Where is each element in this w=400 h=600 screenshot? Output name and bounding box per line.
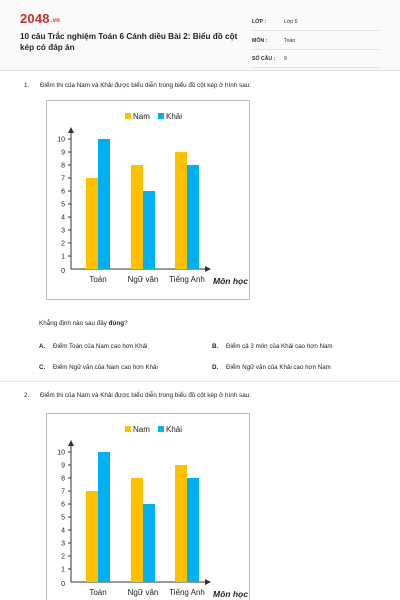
bar-khải <box>98 452 110 582</box>
bar-nam <box>175 465 187 582</box>
divider <box>0 381 400 382</box>
site-logo[interactable]: 2048.vn <box>20 11 60 26</box>
x-tick-label: Toán <box>89 275 106 284</box>
legend-swatch <box>158 426 164 432</box>
page-title: 10 câu Trắc nghiệm Toán 6 Cánh diều Bài … <box>20 32 238 52</box>
question-text: Điểm thi của Nam và Khải được biểu diễn … <box>40 82 251 89</box>
y-tick-label: 9 <box>61 150 65 157</box>
chart-legend: Nam Khải <box>125 425 182 434</box>
option-letter: B. <box>212 343 219 350</box>
x-axis-label: Môn học <box>213 589 248 599</box>
meta-value: Lớp 6 <box>284 19 298 25</box>
logo-text: 2048 <box>20 11 50 26</box>
y-tick-label: 5 <box>61 202 65 209</box>
y-tick-label: 7 <box>61 176 65 183</box>
y-tick-label: 7 <box>61 489 65 496</box>
bar-khải <box>98 139 110 269</box>
question-1-prompt: 1. Điểm thi của Nam và Khải được biểu diễ… <box>24 82 251 89</box>
bar-khải <box>187 165 199 269</box>
option-letter: A. <box>39 343 46 350</box>
x-tick-label: Ngữ văn <box>128 275 159 284</box>
bar-nam <box>86 491 98 582</box>
y-tick-label: 4 <box>61 215 65 222</box>
y-tick-label: 0 <box>61 268 65 275</box>
y-tick-label: 6 <box>61 189 65 196</box>
y-tick-label: 10 <box>57 137 65 144</box>
y-tick-label: 0 <box>61 581 65 588</box>
x-tick-label: Toán <box>89 588 106 597</box>
question-1-instruction: Khẳng định nào sau đây đúng? <box>39 320 128 327</box>
y-tick-label: 9 <box>61 463 65 470</box>
x-axis-label: Môn học <box>213 276 248 286</box>
x-tick-label: Tiếng Anh <box>169 275 205 284</box>
chart-legend: Nam Khải <box>125 112 182 121</box>
meta-label: SỐ CÂU : <box>252 56 276 62</box>
meta-label: MÔN : <box>252 37 268 44</box>
y-axis-arrow <box>68 440 74 446</box>
x-tick-label: Tiếng Anh <box>169 588 205 597</box>
question-number: 2. <box>24 392 30 399</box>
legend-label: Khải <box>166 112 182 121</box>
legend-swatch <box>158 113 164 119</box>
x-axis-arrow <box>205 579 211 585</box>
legend-swatch <box>125 113 131 119</box>
option-d[interactable]: D. Điểm Ngữ văn của Khải cao hơn Nam <box>212 364 331 371</box>
instruction-emphasis: đúng <box>108 320 125 327</box>
meta-table: LỚP : Lớp 6 MÔN : Toán SỐ CÂU : 9 <box>252 14 380 70</box>
option-text: Điểm cả 3 môn của Khải cao hơn Nam <box>226 343 333 350</box>
y-tick-label: 8 <box>61 476 65 483</box>
option-text: Điểm Ngữ văn của Nam cao hơn Khải <box>53 364 158 371</box>
y-tick-label: 2 <box>61 554 65 561</box>
legend-swatch <box>125 426 131 432</box>
question-text: Điểm thi của Nam và Khải được biểu diễn … <box>40 392 251 399</box>
legend-label: Khải <box>166 425 182 434</box>
y-tick-label: 4 <box>61 528 65 535</box>
y-tick-label: 8 <box>61 163 65 170</box>
legend-label: Nam <box>133 425 150 434</box>
instruction-suffix: ? <box>124 320 128 327</box>
y-tick-label: 2 <box>61 241 65 248</box>
y-tick-label: 3 <box>61 541 65 548</box>
meta-label: LỚP : <box>252 19 267 25</box>
option-text: Điểm Ngữ văn của Khải cao hơn Nam <box>226 364 331 371</box>
option-a[interactable]: A. Điểm Toán của Nam cao hơn Khải <box>39 343 147 350</box>
meta-row-class: LỚP : Lớp 6 <box>252 14 380 31</box>
option-letter: C. <box>39 364 46 371</box>
legend-label: Nam <box>133 112 150 121</box>
bar-nam <box>86 178 98 269</box>
question-2-prompt: 2. Điểm thi của Nam và Khải được biểu diễ… <box>24 392 251 399</box>
bar-nam <box>131 165 143 269</box>
meta-row-subject: MÔN : Toán <box>252 33 380 50</box>
x-tick-label: Ngữ văn <box>128 588 159 597</box>
x-axis-arrow <box>205 266 211 272</box>
y-tick-label: 1 <box>61 567 65 574</box>
meta-row-count: SỐ CÂU : 9 <box>252 51 380 68</box>
instruction-text: Khẳng định nào sau đây <box>39 320 109 327</box>
option-text: Điểm Toán của Nam cao hơn Khải <box>53 343 148 350</box>
option-c[interactable]: C. Điểm Ngữ văn của Nam cao hơn Khải <box>39 364 158 371</box>
y-tick-label: 10 <box>57 450 65 457</box>
y-tick-label: 6 <box>61 502 65 509</box>
y-tick-label: 5 <box>61 515 65 522</box>
y-tick-label: 3 <box>61 228 65 235</box>
chart-1-svg: Nam Khải 0 1 2 3 4 5 6 7 8 9 10 Toán Ngữ văn Tiếng Anh M… <box>57 112 248 286</box>
option-b[interactable]: B. Điểm cả 3 môn của Khải cao hơn Nam <box>212 343 333 350</box>
y-axis-arrow <box>68 127 74 133</box>
bar-khải <box>143 191 155 269</box>
bar-nam <box>175 152 187 269</box>
question-number: 1. <box>24 82 30 89</box>
bar-khải <box>143 504 155 582</box>
logo-suffix: .vn <box>50 18 61 24</box>
page-header: 2048.vn 10 câu Trắc nghiệm Toán 6 Cánh d… <box>0 0 400 71</box>
meta-value: Toán <box>284 37 296 44</box>
chart-2: Nam Khải 0 1 2 3 4 5 6 7 8 9 10 Toán Ngữ văn Tiếng Anh M… <box>46 413 250 600</box>
meta-value: 9 <box>284 56 287 62</box>
y-tick-label: 1 <box>61 254 65 261</box>
chart-1: Nam Khải 0 1 2 3 4 5 6 7 8 9 10 Toán Ngữ văn Tiếng Anh M… <box>46 100 250 300</box>
bar-nam <box>131 478 143 582</box>
bar-khải <box>187 478 199 582</box>
option-letter: D. <box>212 364 219 371</box>
chart-2-svg: Nam Khải 0 1 2 3 4 5 6 7 8 9 10 Toán Ngữ văn Tiếng Anh M… <box>57 425 248 599</box>
